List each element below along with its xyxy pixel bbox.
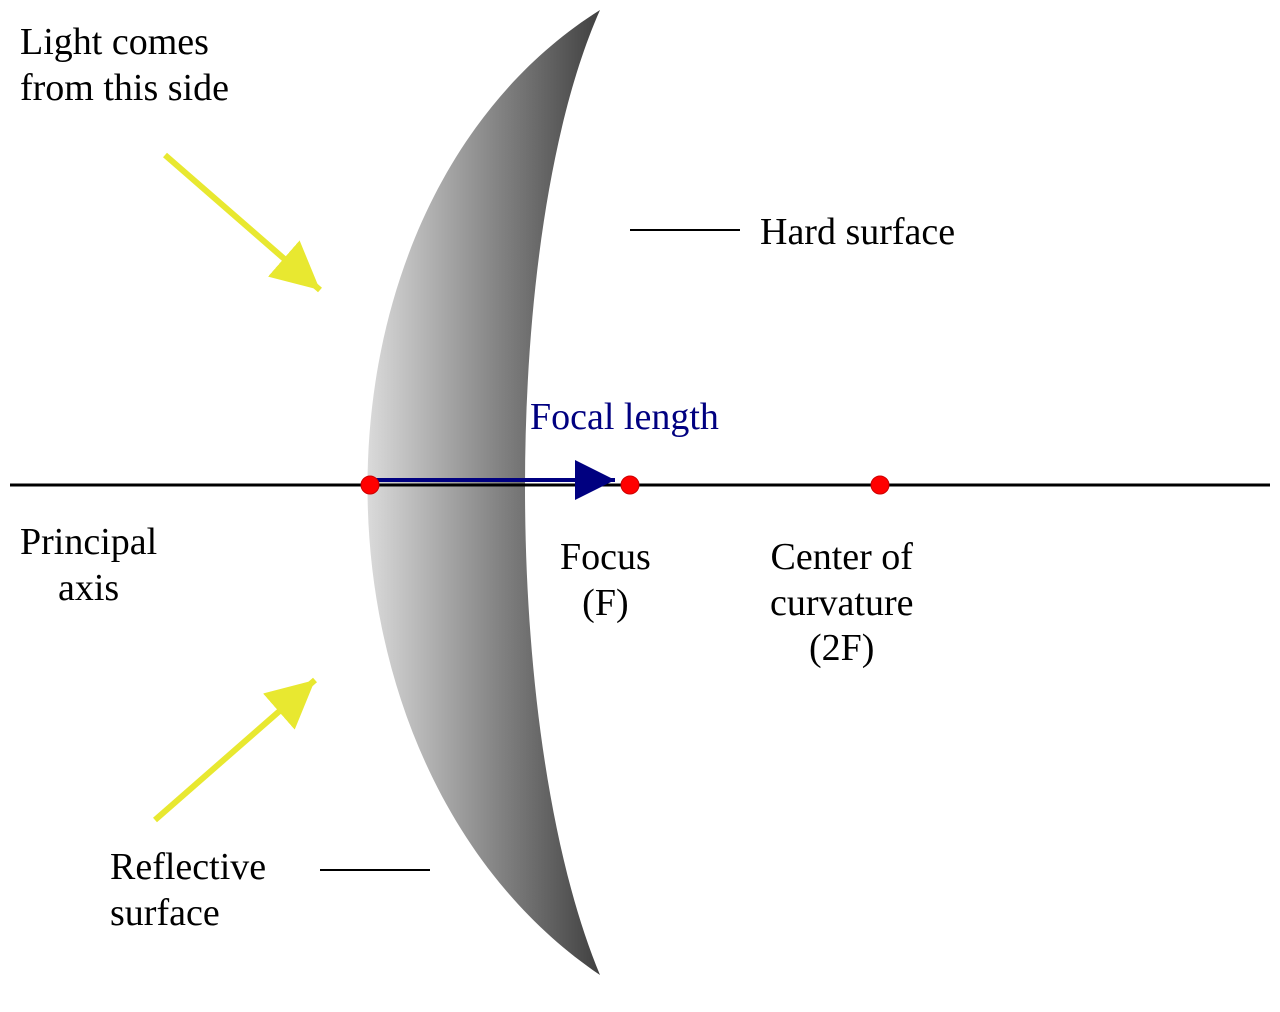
focal-length-label: Focal length [530,395,719,441]
curvature-line3: (2F) [770,626,913,672]
reflective-line1: Reflective [110,845,266,891]
reflective-line2: surface [110,891,266,937]
light-arrow-bottom [155,680,315,820]
focus-line1: Focus [560,535,651,581]
light-source-label: Light comes from this side [20,20,229,111]
curvature-line2: curvature [770,581,913,627]
hard-surface-label: Hard surface [760,210,955,256]
focus-point [621,476,639,494]
mirror-vertex-point [361,476,379,494]
light-source-line2: from this side [20,66,229,112]
center-curvature-point [871,476,889,494]
focus-line2: (F) [560,581,651,627]
principal-axis-line2: axis [20,566,157,612]
reflective-surface-label: Reflective surface [110,845,266,936]
light-arrow-top [165,155,320,290]
focus-label: Focus (F) [560,535,651,626]
principal-axis-label: Principal axis [20,520,157,611]
light-source-line1: Light comes [20,20,229,66]
principal-axis-line1: Principal [20,520,157,566]
curvature-line1: Center of [770,535,913,581]
center-curvature-label: Center of curvature (2F) [770,535,913,672]
mirror-crescent [368,10,601,975]
